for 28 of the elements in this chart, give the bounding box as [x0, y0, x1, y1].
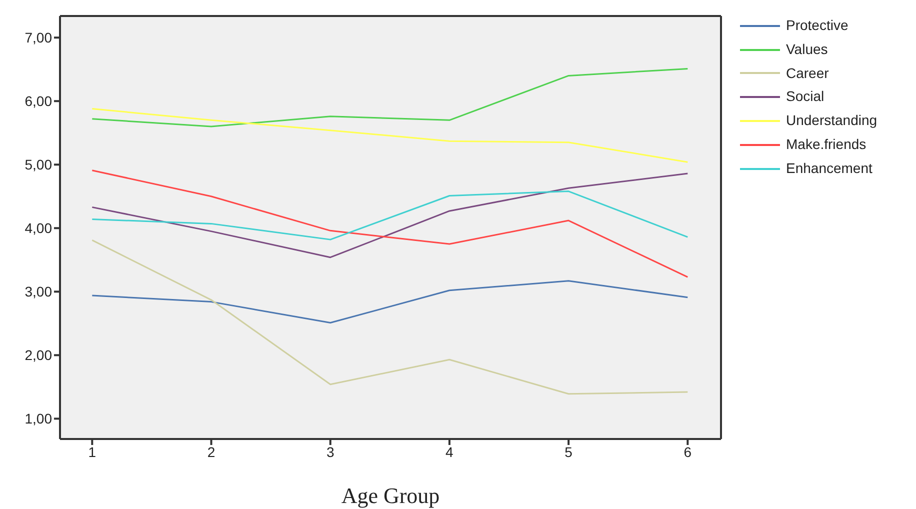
y-tick-label: 7,00: [24, 30, 52, 46]
y-tick-label: 4,00: [24, 220, 52, 236]
y-tick-label: 2,00: [24, 347, 52, 364]
x-axis-title: Age Group: [341, 483, 440, 508]
line-series: [91, 108, 688, 163]
legend-label: Understanding: [786, 111, 878, 130]
x-tick-label: 6: [684, 444, 692, 460]
line-series: [91, 190, 688, 240]
x-tick-label: 2: [207, 444, 216, 460]
x-tick-label: 1: [88, 444, 96, 460]
legend-label: Enhancement: [786, 158, 872, 178]
legend-label: Values: [786, 40, 828, 59]
legend-label: Career: [786, 64, 829, 83]
line-series: [91, 170, 688, 278]
y-tick-label: 1,00: [24, 410, 52, 427]
x-tick-label: 4: [446, 444, 454, 460]
y-tick-label: 6,00: [24, 93, 52, 110]
line-series: [91, 172, 688, 258]
line-series: [91, 280, 688, 324]
y-tick-label: 5,00: [24, 156, 52, 173]
y-tick-label: 3,00: [24, 284, 52, 300]
x-tick-label: 5: [564, 444, 573, 460]
x-tick-label: 3: [326, 444, 334, 460]
line-series: [91, 239, 688, 395]
line-series: [91, 68, 688, 128]
legend-label: Social: [786, 87, 824, 106]
legend-label: Protective: [786, 16, 848, 35]
legend-label: Make.friends: [786, 134, 866, 154]
